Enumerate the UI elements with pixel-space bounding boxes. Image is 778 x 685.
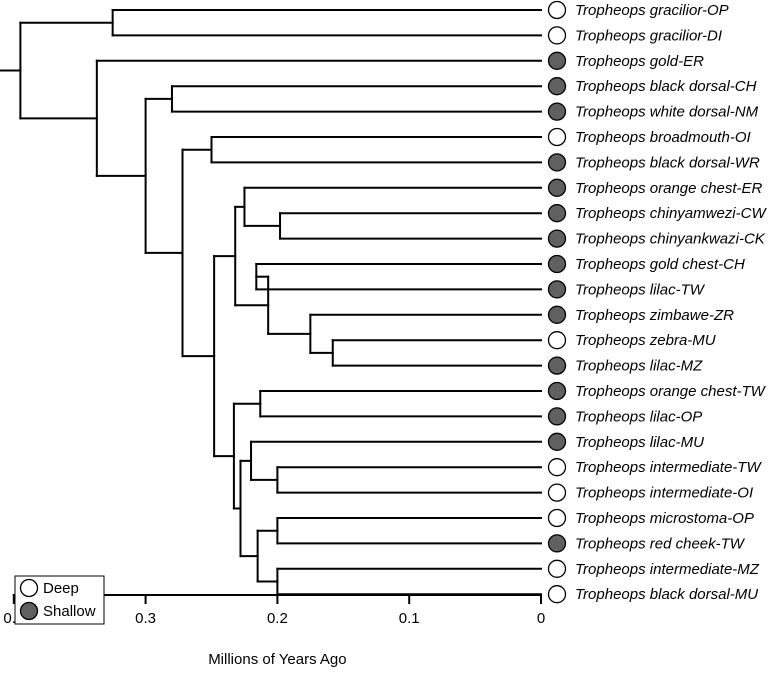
tip-item: Tropheops lilac-MZ bbox=[547, 356, 703, 375]
habitat-marker bbox=[547, 77, 567, 96]
tip-item: Tropheops black dorsal-CH bbox=[547, 77, 757, 96]
habitat-marker bbox=[547, 407, 567, 426]
habitat-marker bbox=[547, 508, 567, 528]
tip-item: Tropheops gracilior-OP bbox=[547, 0, 729, 20]
tip-item: Tropheops black dorsal-MU bbox=[547, 585, 758, 604]
tip-label: Tropheops gracilior-OP bbox=[575, 2, 729, 19]
axis-tick-label: 0.3 bbox=[135, 610, 156, 627]
axis-title: Millions of Years Ago bbox=[208, 651, 346, 668]
tip-item: Tropheops orange chest-TW bbox=[547, 381, 767, 401]
legend-swatch bbox=[19, 601, 39, 621]
tip-item: Tropheops gold-ER bbox=[547, 51, 704, 70]
tip-label: Tropheops white dorsal-NM bbox=[575, 104, 759, 121]
tip-item: Tropheops gold chest-CH bbox=[547, 254, 745, 274]
tip-label: Tropheops lilac-TW bbox=[575, 281, 706, 298]
tip-label: Tropheops red cheek-TW bbox=[575, 535, 746, 552]
tip-label: Tropheops chinyankwazi-CK bbox=[575, 231, 766, 248]
tip-item: Tropheops intermediate-TW bbox=[547, 458, 762, 477]
tip-list: Tropheops gracilior-OP Tropheops gracilio… bbox=[547, 0, 767, 604]
habitat-marker bbox=[547, 381, 567, 401]
tip-label: Tropheops black dorsal-MU bbox=[575, 586, 758, 603]
habitat-marker bbox=[547, 0, 567, 20]
tip-item: Tropheops white dorsal-NM bbox=[547, 102, 759, 121]
tip-label: Tropheops intermediate-OI bbox=[575, 485, 753, 502]
tip-label: Tropheops black dorsal-CH bbox=[575, 78, 757, 95]
habitat-marker bbox=[547, 178, 567, 197]
habitat-marker bbox=[547, 534, 567, 553]
tip-item: Tropheops lilac-OP bbox=[547, 407, 702, 426]
tip-item: Tropheops intermediate-OI bbox=[547, 483, 753, 502]
habitat-marker bbox=[547, 280, 567, 299]
tip-item: Tropheops gracilior-DI bbox=[547, 26, 722, 45]
tip-item: Tropheops red cheek-TW bbox=[547, 534, 746, 553]
habitat-marker bbox=[547, 331, 567, 350]
tip-item: Tropheops lilac-MU bbox=[547, 432, 704, 451]
habitat-marker bbox=[547, 432, 567, 451]
tip-label: Tropheops zimbawe-ZR bbox=[575, 307, 734, 324]
habitat-marker bbox=[547, 483, 567, 502]
habitat-marker bbox=[547, 585, 567, 604]
tip-label: Tropheops orange chest-TW bbox=[575, 383, 767, 400]
habitat-marker bbox=[547, 229, 567, 248]
tip-label: Tropheops lilac-MU bbox=[575, 434, 704, 451]
tip-label: Tropheops intermediate-TW bbox=[575, 459, 762, 476]
legend-swatch bbox=[19, 578, 39, 598]
tip-item: Tropheops intermediate-MZ bbox=[547, 559, 760, 578]
tip-label: Tropheops zebra-MU bbox=[575, 332, 716, 349]
habitat-marker bbox=[547, 254, 567, 274]
habitat-marker bbox=[547, 458, 567, 477]
tip-item: Tropheops chinyamwezi-CW bbox=[547, 204, 767, 223]
tip-label: Tropheops gold chest-CH bbox=[575, 256, 745, 273]
habitat-marker bbox=[547, 559, 567, 578]
legend-label: Deep bbox=[43, 580, 79, 597]
axis-tick-label: 0.2 bbox=[267, 610, 288, 627]
tip-label: Tropheops broadmouth-OI bbox=[575, 129, 751, 146]
tip-item: Tropheops broadmouth-OI bbox=[547, 127, 751, 147]
tip-item: Tropheops zimbawe-ZR bbox=[547, 305, 734, 324]
habitat-marker bbox=[547, 305, 567, 324]
tip-item: Tropheops chinyankwazi-CK bbox=[547, 229, 766, 248]
legend-label: Shallow bbox=[43, 603, 96, 620]
habitat-marker bbox=[547, 127, 567, 147]
tree-branches bbox=[0, 9, 542, 596]
tip-label: Tropheops gracilior-DI bbox=[575, 27, 722, 44]
habitat-marker bbox=[547, 204, 567, 223]
tip-item: Tropheops black dorsal-WR bbox=[547, 153, 760, 172]
tip-label: Tropheops chinyamwezi-CW bbox=[575, 205, 767, 222]
habitat-marker bbox=[547, 153, 567, 172]
tip-item: Tropheops zebra-MU bbox=[547, 331, 716, 350]
habitat-marker bbox=[547, 26, 567, 45]
legend: Deep Shallow bbox=[14, 575, 105, 625]
habitat-marker bbox=[547, 102, 567, 121]
habitat-marker bbox=[547, 51, 567, 70]
tip-label: Tropheops black dorsal-WR bbox=[575, 154, 760, 171]
tip-label: Tropheops lilac-MZ bbox=[575, 358, 703, 375]
habitat-marker bbox=[547, 356, 567, 375]
tip-label: Tropheops orange chest-ER bbox=[575, 180, 762, 197]
tip-label: Tropheops lilac-OP bbox=[575, 408, 702, 425]
axis-tick-label: 0.1 bbox=[399, 610, 420, 627]
tip-item: Tropheops lilac-TW bbox=[547, 280, 706, 299]
tip-item: Tropheops microstoma-OP bbox=[547, 508, 754, 528]
tip-label: Tropheops gold-ER bbox=[575, 53, 704, 70]
axis-tick-label: 0 bbox=[537, 610, 545, 627]
tip-label: Tropheops microstoma-OP bbox=[575, 510, 754, 527]
tip-item: Tropheops orange chest-ER bbox=[547, 178, 762, 197]
tip-label: Tropheops intermediate-MZ bbox=[575, 561, 760, 578]
